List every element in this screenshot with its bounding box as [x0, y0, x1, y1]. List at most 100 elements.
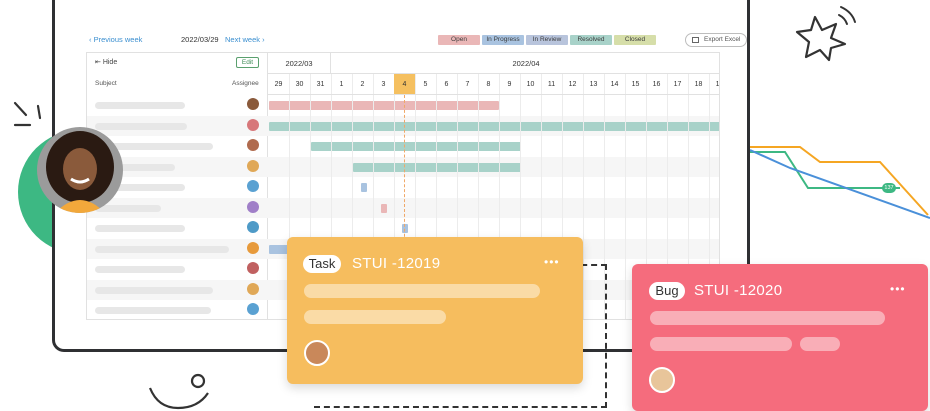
subject-placeholder	[95, 245, 229, 253]
assignee-avatar	[247, 98, 259, 110]
table-row[interactable]	[87, 156, 719, 177]
edit-button[interactable]: Edit	[236, 57, 259, 68]
bug-more-icon[interactable]: •••	[890, 282, 906, 296]
bug-tag: Bug	[649, 282, 685, 300]
export-excel-button[interactable]: Export Excel	[685, 33, 747, 47]
gantt-bar[interactable]	[269, 101, 499, 110]
next-week-label: Next week	[225, 35, 261, 44]
gantt-bar[interactable]	[402, 224, 408, 233]
task-line-2	[304, 310, 446, 324]
table-row[interactable]	[87, 177, 719, 198]
day-30: 30	[289, 74, 310, 95]
subject-column-header: Subject	[95, 80, 117, 87]
gantt-bar[interactable]	[269, 244, 291, 254]
gantt-bar[interactable]	[311, 142, 521, 151]
task-card[interactable]: Task STUI -12019 •••	[287, 237, 583, 384]
day-4: 4	[394, 74, 415, 95]
day-6: 6	[436, 74, 457, 95]
table-row[interactable]	[87, 115, 719, 136]
gantt-toolbar: ‹ Previous week 2022/03/29 Next week › O…	[85, 33, 747, 47]
bug-card[interactable]: Bug STUI -12020 •••	[632, 264, 928, 411]
assignee-avatar	[247, 200, 259, 213]
star-spark-icon	[838, 6, 856, 25]
bug-assignee-avatar	[649, 367, 675, 393]
assignee-avatar	[247, 241, 259, 254]
day-gridline	[394, 74, 395, 319]
assignee-avatar	[247, 159, 259, 172]
green-trend-line	[750, 151, 900, 189]
assignee-avatar	[247, 118, 259, 131]
day-gridline	[436, 74, 437, 319]
table-row[interactable]	[87, 95, 719, 116]
hide-toggle[interactable]: ⇤ Hide	[95, 59, 118, 66]
day-gridline	[667, 74, 668, 319]
day-15: 15	[625, 74, 646, 95]
gantt-bar[interactable]	[361, 183, 367, 192]
previous-week-link[interactable]: ‹ Previous week	[89, 35, 143, 44]
subject-placeholder	[95, 184, 185, 191]
day-19: 19	[709, 74, 719, 95]
day-gridline	[562, 74, 563, 319]
task-more-icon[interactable]: •••	[544, 255, 560, 269]
table-row[interactable]	[87, 197, 719, 218]
bug-line-1	[650, 311, 885, 325]
table-row[interactable]	[87, 259, 719, 280]
day-gridline	[625, 74, 626, 319]
day-9: 9	[499, 74, 520, 95]
day-13: 13	[583, 74, 604, 95]
day-gridline	[415, 74, 416, 319]
day-gridline	[457, 74, 458, 319]
month-april: 2022/04	[331, 53, 719, 74]
day-10: 10	[520, 74, 541, 95]
day-gridline	[478, 74, 479, 319]
legend-in-review: In Review	[526, 35, 568, 45]
day-29: 29	[268, 74, 289, 95]
day-gridline	[646, 74, 647, 319]
day-gridline	[709, 74, 710, 319]
assignee-avatar	[247, 262, 259, 274]
table-row[interactable]	[87, 136, 719, 157]
table-row[interactable]	[87, 300, 719, 319]
day-18: 18	[688, 74, 709, 95]
day-gridline	[583, 74, 584, 319]
bug-line-2	[650, 337, 792, 351]
legend-closed: Closed	[614, 35, 656, 45]
day-1: 1	[331, 74, 352, 95]
legend-in-progress: In Progress	[482, 35, 524, 45]
assignee-avatar	[247, 180, 259, 192]
subject-placeholder	[95, 225, 185, 232]
swirl-shape	[148, 387, 209, 410]
assignee-avatar	[247, 303, 259, 315]
small-circle-shape	[190, 373, 206, 389]
month-march: 2022/03	[268, 53, 331, 74]
task-line-1	[304, 284, 540, 298]
spreadsheet-icon	[692, 37, 699, 43]
task-assignee-avatar	[304, 340, 330, 366]
gantt-bar[interactable]	[353, 162, 521, 172]
day-14: 14	[604, 74, 625, 95]
subject-placeholder	[95, 163, 175, 171]
assignee-avatar	[247, 221, 259, 233]
day-gridline	[499, 74, 500, 319]
day-gridline	[688, 74, 689, 319]
subject-placeholder	[95, 266, 185, 273]
day-3: 3	[373, 74, 394, 95]
subject-placeholder	[95, 204, 161, 212]
legend-open: Open	[438, 35, 480, 45]
bug-id: STUI -12020	[694, 282, 783, 299]
day-17: 17	[667, 74, 688, 95]
hide-label: Hide	[102, 59, 118, 66]
day-11: 11	[541, 74, 562, 95]
gantt-bar[interactable]	[381, 203, 387, 213]
count-badge: 137	[882, 183, 896, 193]
task-id: STUI -12019	[352, 255, 441, 272]
subject-placeholder	[95, 122, 187, 130]
day-gridline	[373, 74, 374, 319]
assignee-avatar	[247, 282, 259, 295]
subject-placeholder	[95, 102, 185, 109]
day-2: 2	[352, 74, 373, 95]
gantt-bar[interactable]	[269, 121, 719, 131]
day-5: 5	[415, 74, 436, 95]
next-week-link[interactable]: Next week ›	[225, 35, 265, 44]
table-row[interactable]	[87, 218, 719, 239]
